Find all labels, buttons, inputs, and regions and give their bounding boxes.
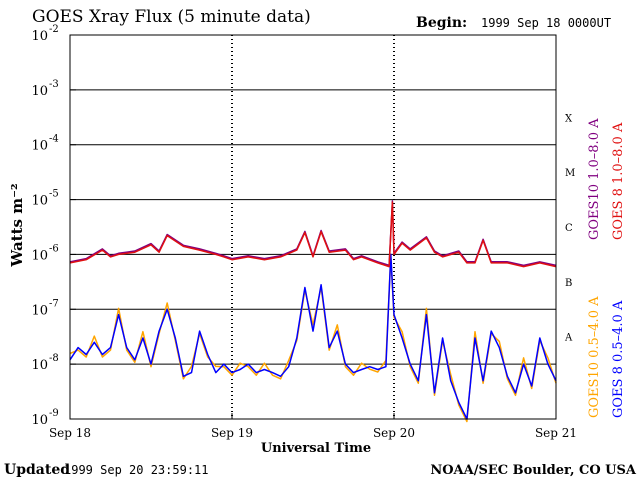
x-axis-ticks: Sep 18 Sep 19 Sep 20 Sep 21 xyxy=(49,413,577,440)
flare-class-label: B xyxy=(565,278,572,289)
y-tick-label: 10 xyxy=(31,194,48,209)
legend: GOES10 1.0–8.0 A GOES 8 1.0–8.0 A GOES10 0… xyxy=(587,118,626,418)
y-tick-label: 10 xyxy=(31,29,48,44)
flare-class-labels: A B C M X xyxy=(564,113,575,343)
legend-entry: GOES10 1.0–8.0 A xyxy=(587,118,602,240)
y-tick-label: 10 xyxy=(31,248,48,263)
plot-frame xyxy=(69,34,557,420)
y-tick-exponent: -8 xyxy=(49,353,59,364)
flare-class-label: M xyxy=(565,168,575,179)
x-tick-label: Sep 20 xyxy=(373,426,415,440)
y-tick-exponent: -5 xyxy=(49,189,59,200)
x-tick-label: Sep 21 xyxy=(535,426,577,440)
legend-entry: GOES 8 1.0–8.0 A xyxy=(611,122,626,240)
y-tick-exponent: -9 xyxy=(49,408,59,419)
legend-entry: GOES10 0.5–4.0 A xyxy=(587,296,602,418)
y-tick-label: 10 xyxy=(31,139,48,154)
y-tick-label: 10 xyxy=(31,358,48,373)
updated-value: 1999 Sep 20 23:59:11 xyxy=(64,463,209,477)
y-tick-label: 10 xyxy=(31,303,48,318)
y-axis-ticks: 10-910-810-710-610-510-410-310-2 xyxy=(31,24,76,428)
y-tick-exponent: -7 xyxy=(49,298,59,309)
x-axis-label: Universal Time xyxy=(261,441,371,456)
y-tick-exponent: -4 xyxy=(49,134,59,145)
legend-entry: GOES 8 0.5–4.0 A xyxy=(611,300,626,418)
chart-grid xyxy=(70,35,556,419)
credit-text: NOAA/SEC Boulder, CO USA xyxy=(430,463,637,478)
x-tick-label: Sep 18 xyxy=(49,426,91,440)
begin-label: Begin: xyxy=(416,15,467,31)
begin-value: 1999 Sep 18 0000UT xyxy=(481,16,611,30)
flare-class-label: C xyxy=(565,223,573,234)
x-tick-label: Sep 19 xyxy=(211,426,253,440)
y-tick-exponent: -2 xyxy=(49,24,59,35)
updated-label: Updated xyxy=(4,462,70,478)
y-axis-label: Watts m⁻² xyxy=(8,183,26,267)
series-goes8-long xyxy=(69,201,557,268)
series-goes8-short xyxy=(69,253,557,420)
flare-class-label: A xyxy=(564,333,573,344)
y-tick-label: 10 xyxy=(31,84,48,99)
y-tick-exponent: -6 xyxy=(49,243,59,254)
flare-class-label: X xyxy=(565,113,573,124)
chart-title: GOES Xray Flux (5 minute data) xyxy=(32,7,311,27)
y-tick-exponent: -3 xyxy=(49,79,59,90)
series-lines xyxy=(69,200,557,423)
y-tick-label: 10 xyxy=(31,413,48,428)
